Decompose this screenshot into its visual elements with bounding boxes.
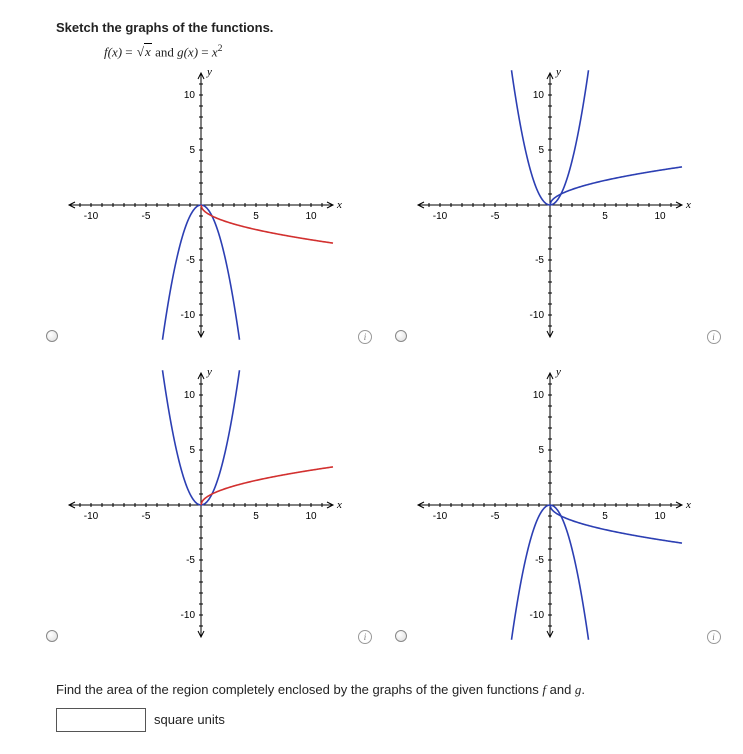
svg-text:-5: -5 xyxy=(142,511,151,522)
svg-text:-5: -5 xyxy=(490,511,499,522)
svg-text:-10: -10 xyxy=(181,310,196,321)
svg-text:-10: -10 xyxy=(432,211,447,222)
option-radio[interactable] xyxy=(46,630,58,642)
svg-text:5: 5 xyxy=(602,511,608,522)
area-answer-input[interactable] xyxy=(56,708,146,732)
svg-text:-10: -10 xyxy=(181,610,196,621)
area-question: Find the area of the region completely e… xyxy=(56,680,736,700)
svg-text:-10: -10 xyxy=(432,511,447,522)
svg-text:5: 5 xyxy=(189,145,195,156)
svg-text:5: 5 xyxy=(253,211,259,222)
question-prompt: Sketch the graphs of the functions. xyxy=(56,20,743,35)
plot-area: x y -10 -5 5 10 10 5 -5 -10 xyxy=(405,70,705,340)
plot-area: x y -10 -5 5 10 10 5 -5 -10 xyxy=(405,370,705,640)
svg-text:-5: -5 xyxy=(186,255,195,266)
info-icon[interactable]: i xyxy=(707,330,721,344)
equation-definition: f(x) = x and g(x) = x2 xyxy=(104,43,743,60)
plot-svg: x y -10 -5 5 10 10 5 -5 -10 xyxy=(405,70,695,340)
svg-text:-5: -5 xyxy=(186,555,195,566)
svg-text:y: y xyxy=(206,70,212,78)
svg-text:5: 5 xyxy=(602,211,608,222)
svg-text:10: 10 xyxy=(532,90,544,101)
svg-text:5: 5 xyxy=(538,145,544,156)
svg-text:5: 5 xyxy=(253,511,259,522)
fn-g-name: g xyxy=(575,682,582,697)
svg-text:x: x xyxy=(685,499,691,511)
svg-text:10: 10 xyxy=(305,511,317,522)
svg-text:10: 10 xyxy=(654,211,666,222)
svg-text:-10: -10 xyxy=(529,310,544,321)
svg-text:y: y xyxy=(206,370,212,378)
svg-text:y: y xyxy=(555,370,561,378)
plot-area: x y -10 -5 5 10 10 5 -5 -10 xyxy=(56,70,356,340)
info-icon[interactable]: i xyxy=(358,630,372,644)
svg-text:10: 10 xyxy=(532,390,544,401)
svg-text:y: y xyxy=(555,70,561,78)
options-grid: x y -10 -5 5 10 10 5 -5 -10 i x y -10 -5 5 10 10 5 -5 -10 i x y… xyxy=(56,70,743,660)
answer-row: square units xyxy=(56,708,743,732)
area-prompt-text: Find the area of the region completely e… xyxy=(56,682,539,697)
info-icon[interactable]: i xyxy=(358,330,372,344)
option-radio[interactable] xyxy=(46,330,58,342)
units-label: square units xyxy=(154,712,225,727)
plot-area: x y -10 -5 5 10 10 5 -5 -10 xyxy=(56,370,356,640)
svg-text:-10: -10 xyxy=(84,211,99,222)
svg-text:-5: -5 xyxy=(535,555,544,566)
svg-text:x: x xyxy=(336,199,342,211)
svg-text:-5: -5 xyxy=(535,255,544,266)
svg-text:5: 5 xyxy=(538,445,544,456)
answer-option: x y -10 -5 5 10 10 5 -5 -10 i xyxy=(56,70,376,360)
option-radio[interactable] xyxy=(395,330,407,342)
svg-text:x: x xyxy=(685,199,691,211)
svg-text:10: 10 xyxy=(184,390,196,401)
svg-text:-5: -5 xyxy=(490,211,499,222)
svg-text:10: 10 xyxy=(654,511,666,522)
svg-text:-5: -5 xyxy=(142,211,151,222)
svg-text:-10: -10 xyxy=(529,610,544,621)
answer-option: x y -10 -5 5 10 10 5 -5 -10 i xyxy=(405,370,725,660)
svg-text:5: 5 xyxy=(189,445,195,456)
svg-text:-10: -10 xyxy=(84,511,99,522)
info-icon[interactable]: i xyxy=(707,630,721,644)
plot-svg: x y -10 -5 5 10 10 5 -5 -10 xyxy=(56,70,346,340)
option-radio[interactable] xyxy=(395,630,407,642)
plot-svg: x y -10 -5 5 10 10 5 -5 -10 xyxy=(56,370,346,640)
answer-option: x y -10 -5 5 10 10 5 -5 -10 i xyxy=(56,370,376,660)
svg-text:10: 10 xyxy=(184,90,196,101)
plot-svg: x y -10 -5 5 10 10 5 -5 -10 xyxy=(405,370,695,640)
svg-text:10: 10 xyxy=(305,211,317,222)
answer-option: x y -10 -5 5 10 10 5 -5 -10 i xyxy=(405,70,725,360)
svg-text:x: x xyxy=(336,499,342,511)
